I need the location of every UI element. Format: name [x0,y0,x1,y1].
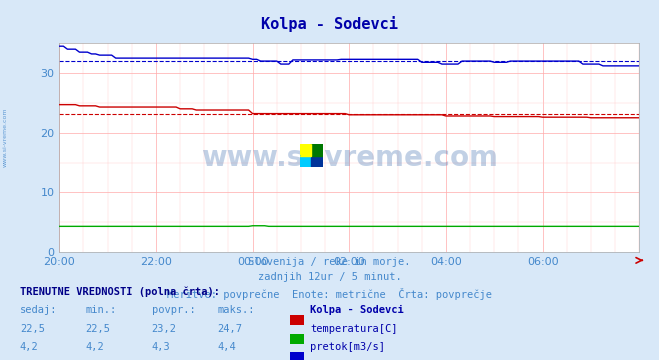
Text: 24,7: 24,7 [217,324,243,334]
Polygon shape [300,156,312,167]
Polygon shape [312,156,323,167]
Text: 4,2: 4,2 [86,342,104,352]
Polygon shape [312,144,323,156]
Text: www.si-vreme.com: www.si-vreme.com [201,144,498,172]
Text: www.si-vreme.com: www.si-vreme.com [3,107,8,167]
Text: povpr.:: povpr.: [152,305,195,315]
Polygon shape [300,144,312,156]
Text: 4,2: 4,2 [20,342,38,352]
Text: temperatura[C]: temperatura[C] [310,324,398,334]
Text: TRENUTNE VREDNOSTI (polna črta):: TRENUTNE VREDNOSTI (polna črta): [20,286,219,297]
Text: Kolpa - Sodevci: Kolpa - Sodevci [261,16,398,32]
Text: maks.:: maks.: [217,305,255,315]
Text: Slovenija / reke in morje.
zadnjih 12ur / 5 minut.
Meritve: povprečne  Enote: me: Slovenija / reke in morje. zadnjih 12ur … [167,257,492,300]
Text: 22,5: 22,5 [20,324,45,334]
Text: 22,5: 22,5 [86,324,111,334]
Text: sedaj:: sedaj: [20,305,57,315]
Text: Kolpa - Sodevci: Kolpa - Sodevci [310,305,403,315]
Text: min.:: min.: [86,305,117,315]
Text: 23,2: 23,2 [152,324,177,334]
Polygon shape [300,144,312,156]
Text: 4,3: 4,3 [152,342,170,352]
Polygon shape [300,156,312,167]
Text: 4,4: 4,4 [217,342,236,352]
Text: pretok[m3/s]: pretok[m3/s] [310,342,386,352]
